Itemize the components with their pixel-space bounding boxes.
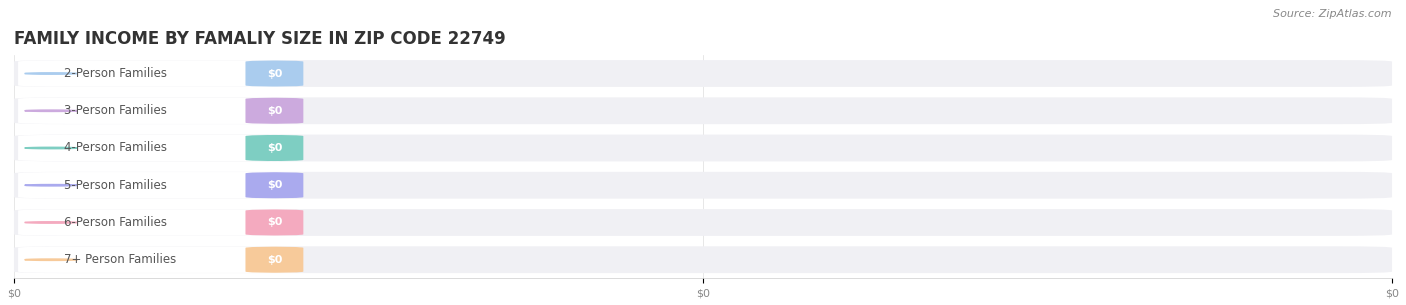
FancyBboxPatch shape: [14, 60, 1392, 87]
Text: $0: $0: [267, 180, 283, 190]
FancyBboxPatch shape: [14, 172, 1392, 199]
FancyBboxPatch shape: [18, 98, 301, 124]
Circle shape: [25, 259, 77, 260]
Text: $0: $0: [267, 69, 283, 78]
FancyBboxPatch shape: [246, 135, 304, 161]
FancyBboxPatch shape: [18, 60, 301, 87]
Circle shape: [25, 222, 77, 223]
Circle shape: [25, 110, 77, 111]
Text: $0: $0: [267, 217, 283, 228]
Text: $0: $0: [267, 255, 283, 265]
Text: FAMILY INCOME BY FAMALIY SIZE IN ZIP CODE 22749: FAMILY INCOME BY FAMALIY SIZE IN ZIP COD…: [14, 30, 506, 48]
Text: $0: $0: [267, 106, 283, 116]
FancyBboxPatch shape: [246, 172, 304, 199]
FancyBboxPatch shape: [246, 246, 304, 273]
FancyBboxPatch shape: [18, 209, 301, 236]
Text: 2-Person Families: 2-Person Families: [63, 67, 166, 80]
Circle shape: [25, 73, 77, 74]
FancyBboxPatch shape: [18, 172, 301, 199]
FancyBboxPatch shape: [246, 98, 304, 124]
Text: 6-Person Families: 6-Person Families: [63, 216, 166, 229]
FancyBboxPatch shape: [246, 209, 304, 236]
FancyBboxPatch shape: [246, 60, 304, 87]
FancyBboxPatch shape: [14, 135, 1392, 161]
Circle shape: [25, 147, 77, 149]
FancyBboxPatch shape: [14, 246, 1392, 273]
FancyBboxPatch shape: [18, 246, 301, 273]
Text: 7+ Person Families: 7+ Person Families: [63, 253, 176, 266]
Circle shape: [25, 185, 77, 186]
FancyBboxPatch shape: [18, 135, 301, 161]
Text: 5-Person Families: 5-Person Families: [63, 179, 166, 192]
Text: 3-Person Families: 3-Person Families: [63, 104, 166, 117]
FancyBboxPatch shape: [14, 97, 1392, 124]
FancyBboxPatch shape: [14, 209, 1392, 236]
Text: $0: $0: [267, 143, 283, 153]
Text: Source: ZipAtlas.com: Source: ZipAtlas.com: [1274, 9, 1392, 19]
Text: 4-Person Families: 4-Person Families: [63, 142, 166, 155]
